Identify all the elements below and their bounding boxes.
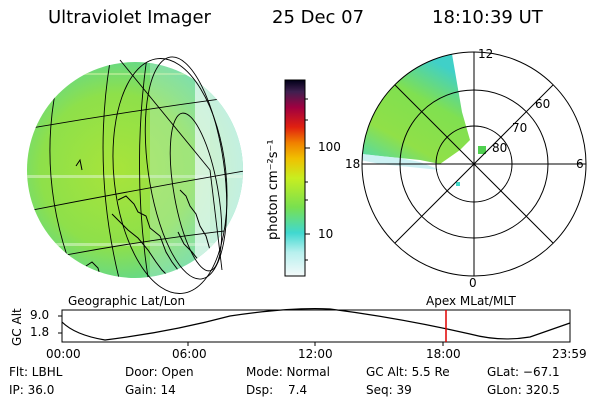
gain-info: Gain: 14 bbox=[125, 383, 176, 397]
polar-label-right: 6 bbox=[576, 157, 584, 171]
dsp-label: Dsp: bbox=[246, 383, 274, 397]
instrument-title: Ultraviolet Imager bbox=[48, 7, 211, 28]
color-scale-bar bbox=[284, 79, 310, 277]
geographic-label: Geographic Lat/Lon bbox=[68, 294, 186, 308]
polar-label-left: 18 bbox=[345, 157, 361, 171]
flt-info: Flt: LBHL bbox=[9, 365, 63, 379]
earth-image bbox=[27, 56, 243, 294]
colorbar-tick-100: 100 bbox=[318, 140, 341, 154]
ip-info: IP: 36.0 bbox=[9, 383, 55, 397]
gc-alt-info: GC Alt: 5.5 Re bbox=[366, 365, 450, 379]
colorbar-unit-label: photon cm⁻²s⁻¹ bbox=[266, 139, 281, 240]
dsp-value: 7.4 bbox=[288, 383, 308, 397]
polar-lat-70: 70 bbox=[512, 121, 528, 135]
polar-label-bottom: 0 bbox=[469, 276, 477, 290]
glon-info: GLon: 320.5 bbox=[487, 383, 560, 397]
polar-lat-60: 60 bbox=[535, 97, 551, 111]
y-tick-9: 9.0 bbox=[30, 308, 50, 322]
apex-label: Apex MLat/MLT bbox=[426, 294, 516, 308]
date-label: 25 Dec 07 bbox=[272, 7, 365, 28]
altitude-timeline bbox=[58, 308, 571, 346]
x-tick-2359: 23:59 bbox=[552, 347, 587, 361]
seq-info: Seq: 39 bbox=[366, 383, 412, 397]
polar-lat-80: 80 bbox=[492, 141, 508, 155]
x-tick-1200: 12:00 bbox=[298, 347, 333, 361]
glat-info: GLat: −67.1 bbox=[487, 365, 560, 379]
colorbar-tick-10: 10 bbox=[318, 227, 334, 241]
gc-alt-axis-title: GC Alt bbox=[10, 308, 24, 346]
mode-info: Mode: Normal bbox=[246, 365, 330, 379]
polar-label-top: 12 bbox=[478, 47, 494, 61]
x-tick-1800: 18:00 bbox=[426, 347, 461, 361]
x-tick-0600: 06:00 bbox=[172, 347, 207, 361]
x-tick-0000: 00:00 bbox=[46, 347, 81, 361]
time-label: 18:10:39 UT bbox=[432, 7, 543, 28]
y-tick-1-8: 1.8 bbox=[30, 325, 50, 339]
polar-plot bbox=[361, 51, 587, 277]
door-info: Door: Open bbox=[125, 365, 194, 379]
